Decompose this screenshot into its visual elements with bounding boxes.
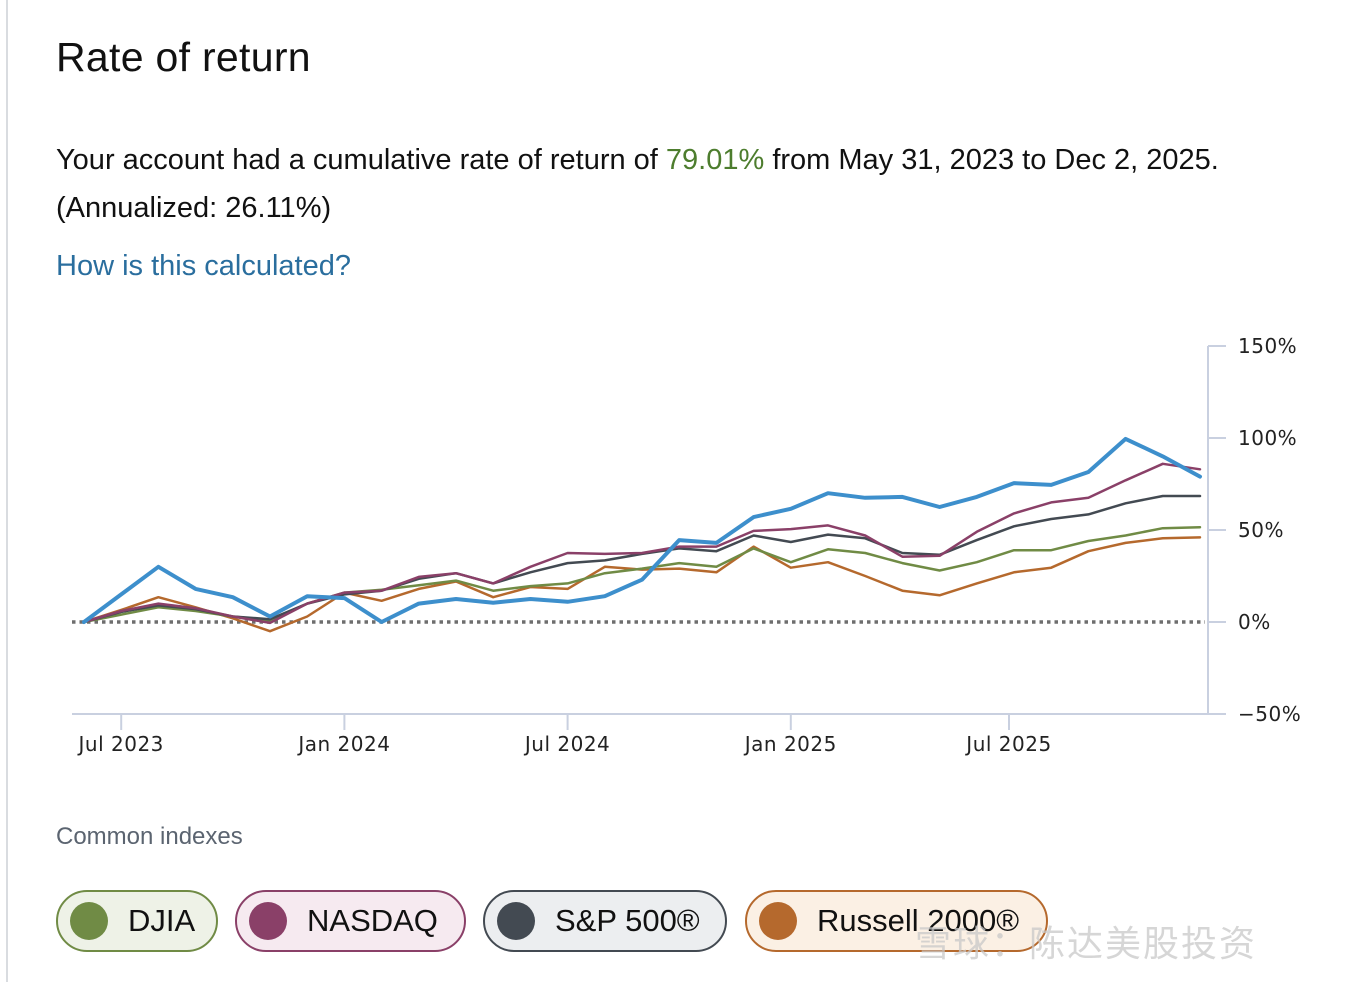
rate-of-return-chart: 150% 100% 50% 0% −50% Jul 2023 Jan 2024 Jul 202… xyxy=(72,334,1301,756)
legend-toggle-russell2000[interactable]: Russell 2000® xyxy=(745,890,1048,952)
y-tick-label: −50% xyxy=(1238,702,1301,726)
legend-label: S&P 500® xyxy=(555,903,700,938)
x-tick-label: Jan 2025 xyxy=(743,732,837,756)
legend-toggle-sp500[interactable]: S&P 500® xyxy=(483,890,727,952)
cumulative-return-value: 79.01% xyxy=(665,144,765,176)
series-line-your-account xyxy=(82,436,1202,624)
x-tick-label: Jul 2023 xyxy=(77,732,164,756)
series-line-nasdaq xyxy=(82,462,1202,625)
legend-label: NASDAQ xyxy=(307,903,438,938)
sp500-dot-icon xyxy=(497,902,535,940)
series-line-s-p-500 xyxy=(82,494,1202,624)
return-summary: Your account had a cumulative rate of re… xyxy=(56,136,1296,232)
russell-dot-icon xyxy=(759,902,797,940)
y-tick-label: 150% xyxy=(1238,334,1297,358)
legend-label: Russell 2000® xyxy=(817,903,1020,938)
how-calculated-link[interactable]: How is this calculated? xyxy=(56,250,351,282)
left-border xyxy=(6,0,8,982)
summary-prefix: Your account had a cumulative rate of re… xyxy=(56,144,666,176)
summary-suffix: from May 31, 2023 to Dec 2, 2025. (Annua… xyxy=(56,144,1219,224)
x-tick-label: Jan 2024 xyxy=(296,732,390,756)
legend-toggle-djia[interactable]: DJIA xyxy=(56,890,218,952)
y-tick-label: 0% xyxy=(1238,610,1271,634)
x-tick-label: Jul 2024 xyxy=(523,732,610,756)
y-tick-label: 50% xyxy=(1238,518,1284,542)
djia-dot-icon xyxy=(70,902,108,940)
nasdaq-dot-icon xyxy=(249,902,287,940)
page-title: Rate of return xyxy=(56,34,311,80)
x-tick-label: Jul 2025 xyxy=(964,732,1051,756)
legend-label: DJIA xyxy=(128,903,196,938)
legend-title: Common indexes xyxy=(56,823,243,850)
legend-toggle-nasdaq[interactable]: NASDAQ xyxy=(235,890,466,952)
y-tick-label: 100% xyxy=(1238,426,1297,450)
